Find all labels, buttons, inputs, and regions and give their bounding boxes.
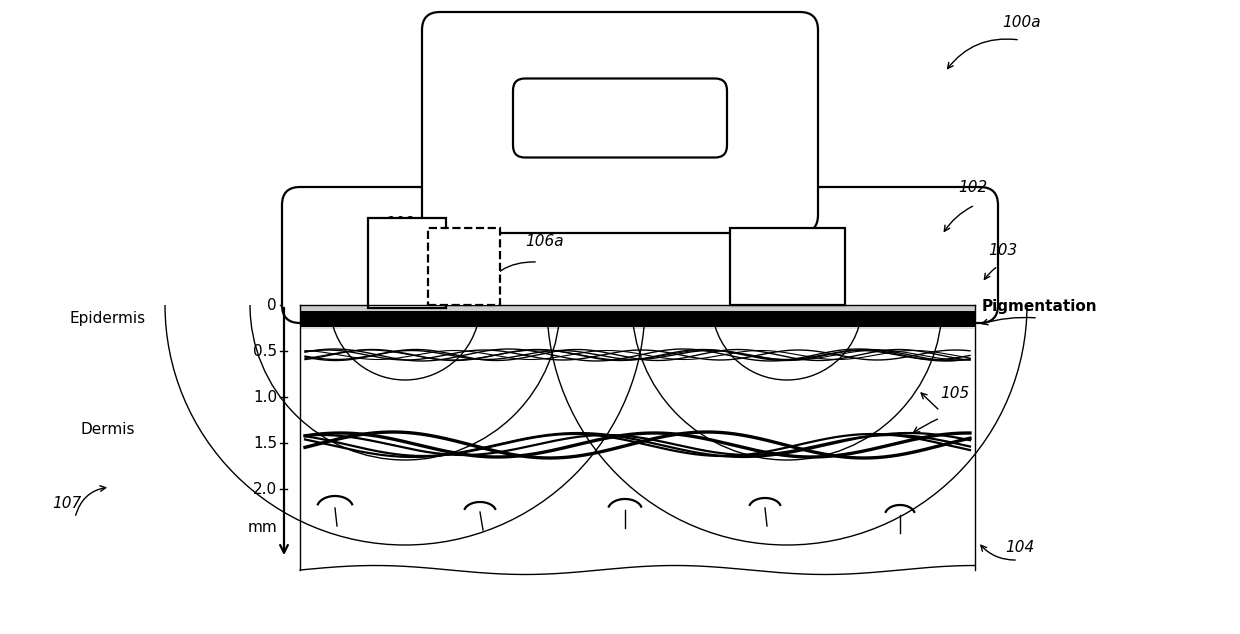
- Text: 100a: 100a: [1002, 15, 1040, 30]
- Bar: [301, 323, 973, 329]
- Text: 107: 107: [52, 496, 82, 511]
- Text: mm: mm: [247, 521, 277, 536]
- Text: 1.5: 1.5: [253, 436, 277, 451]
- FancyBboxPatch shape: [281, 187, 998, 323]
- Text: 104: 104: [1004, 540, 1034, 555]
- Text: Epidermis: Epidermis: [69, 311, 146, 325]
- Bar: [428, 228, 500, 305]
- FancyBboxPatch shape: [422, 12, 818, 233]
- Bar: [300, 305, 975, 570]
- Bar: [730, 228, 844, 305]
- Text: 0.5: 0.5: [253, 344, 277, 358]
- FancyBboxPatch shape: [513, 79, 727, 157]
- Bar: [300, 311, 975, 327]
- Text: 106a: 106a: [525, 234, 564, 249]
- Text: 109a: 109a: [714, 201, 753, 216]
- Text: 0: 0: [268, 297, 277, 313]
- Text: 2.0: 2.0: [253, 481, 277, 496]
- Bar: [300, 305, 975, 311]
- Text: 108a: 108a: [384, 216, 424, 231]
- Text: 102: 102: [959, 180, 987, 195]
- Text: Pigmentation: Pigmentation: [982, 299, 1097, 313]
- Bar: [368, 218, 446, 308]
- Text: 105: 105: [940, 386, 970, 401]
- Text: Dermis: Dermis: [81, 422, 135, 437]
- Text: 1.0: 1.0: [253, 389, 277, 404]
- Text: 103: 103: [988, 243, 1017, 258]
